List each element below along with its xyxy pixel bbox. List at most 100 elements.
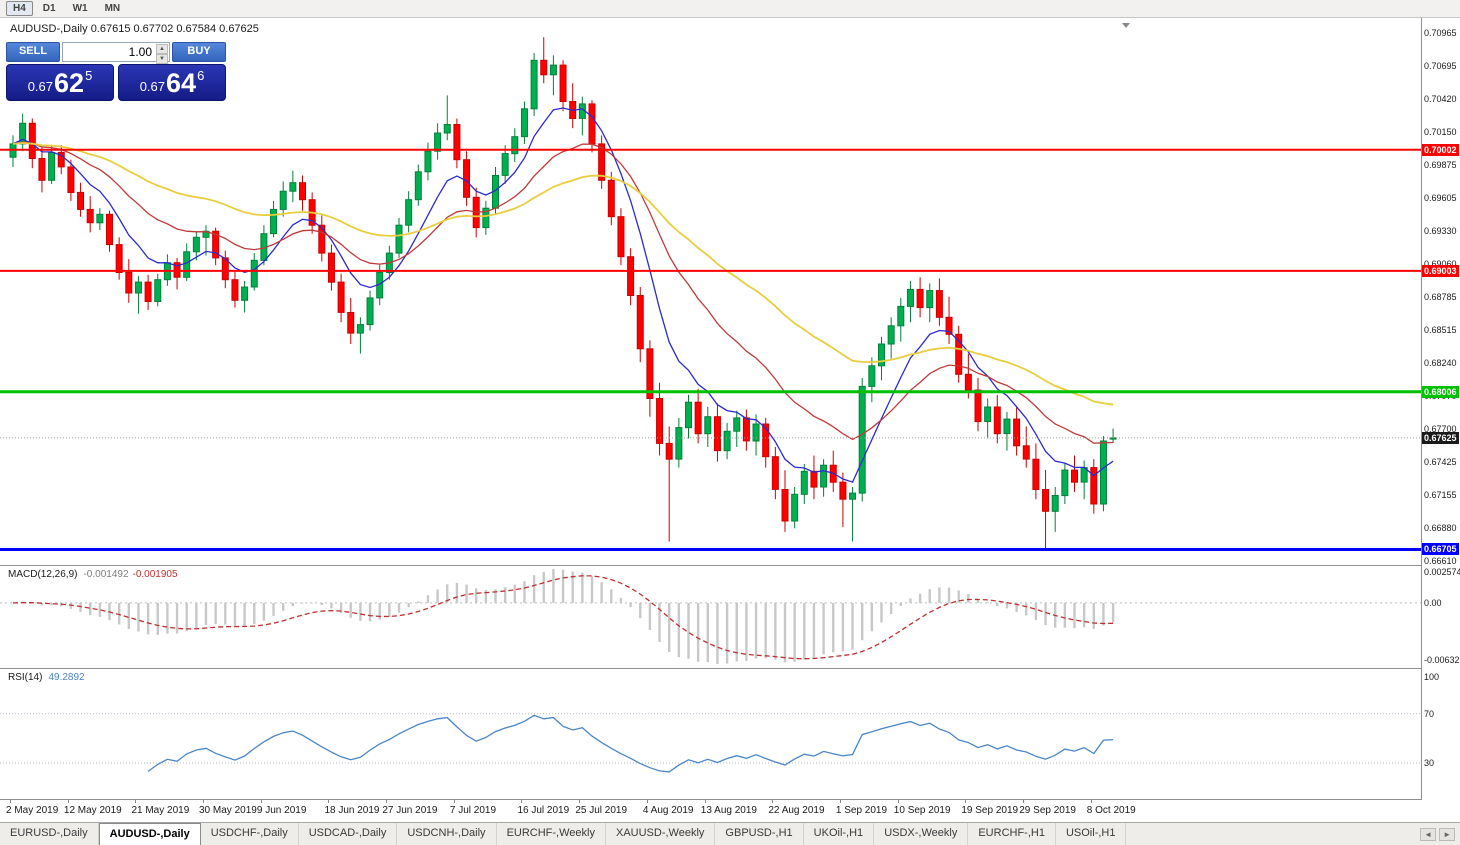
chart-tab-USDCHF-Daily[interactable]: USDCHF-,Daily <box>201 823 299 845</box>
price-axis[interactable]: 0.70965 0.70695 0.70420 0.70150 0.69875 0.696… <box>1422 18 1460 800</box>
macd-axis-max: 0.002574 <box>1424 567 1460 577</box>
rsi-line <box>147 714 1114 773</box>
time-axis-label: 30 May 2019 <box>199 805 257 816</box>
chart-window[interactable]: AUDUSD-,Daily 0.67615 0.67702 0.67584 0.… <box>0 18 1460 822</box>
sell-price-pip: 5 <box>85 68 93 83</box>
tabs-scroll-right-icon[interactable]: ► <box>1439 827 1455 841</box>
ma-8-line <box>12 107 1114 483</box>
volume-decrease-icon[interactable]: ▼ <box>156 54 168 64</box>
macd-axis-min: -0.006326 <box>1424 655 1460 665</box>
price-axis-label: 0.70695 <box>1424 60 1457 71</box>
chart-symbol-period: AUDUSD-,Daily <box>10 23 88 35</box>
chart-tab-USOil-H1[interactable]: USOil-,H1 <box>1056 823 1127 845</box>
tabs-scroll-left-icon[interactable]: ◄ <box>1420 827 1437 841</box>
price-axis-label: 0.66880 <box>1424 523 1457 534</box>
moving-average-lines <box>12 107 1114 483</box>
price-chart-canvas[interactable] <box>0 18 1422 801</box>
price-axis-label: 0.69060 <box>1424 259 1457 269</box>
time-axis-label: 2 May 2019 <box>6 805 59 816</box>
macd-main-value: -0.001492 <box>83 569 129 580</box>
chart-tab-bar: EURUSD-,Daily AUDUSD-,Daily USDCHF-,Daily U… <box>0 822 1460 845</box>
chart-tab-XAUUSD-Weekly[interactable]: XAUUSD-,Weekly <box>606 823 716 845</box>
buy-price-big: 64 <box>166 68 197 98</box>
price-axis-label: 0.67700 <box>1424 423 1457 434</box>
timeframe-toolbar: H4 D1 W1 MN <box>0 0 1460 18</box>
buy-price[interactable]: 0.67 64 6 <box>118 64 226 101</box>
time-axis-label: 13 Aug 2019 <box>700 805 757 816</box>
chart-tab-EURUSD-Daily[interactable]: EURUSD-,Daily <box>0 823 99 845</box>
price-axis-label: 0.66610 <box>1424 556 1457 566</box>
hline-price-tag: 0.68006 <box>1422 385 1459 398</box>
buy-price-pip: 6 <box>197 68 205 83</box>
time-axis-label: 1 Sep 2019 <box>835 805 888 816</box>
time-axis-label: 10 Sep 2019 <box>893 805 951 816</box>
horizontal-level-lines <box>0 148 1421 551</box>
sell-price-big: 62 <box>54 68 85 98</box>
sell-price[interactable]: 0.67 62 5 <box>6 64 114 101</box>
chart-tab-EURCHF-H1[interactable]: EURCHF-,H1 <box>968 823 1056 845</box>
time-axis[interactable]: 2 May 2019 12 May 2019 21 May 2019 30 May 2… <box>0 800 1422 822</box>
price-axis-label: 0.69605 <box>1424 192 1457 203</box>
time-axis-label: 16 Jul 2019 <box>517 805 570 816</box>
price-axis-label: 0.67155 <box>1424 489 1457 500</box>
time-axis-label: 7 Jul 2019 <box>449 805 497 816</box>
rsi-panel <box>0 713 1421 773</box>
time-axis-label: 8 Oct 2019 <box>1086 805 1136 816</box>
time-axis-label: 4 Aug 2019 <box>642 805 694 816</box>
volume-input[interactable] <box>63 45 169 59</box>
buy-button[interactable]: BUY <box>172 42 226 62</box>
rsi-axis-label-30: 30 <box>1424 757 1435 768</box>
buy-price-prefix: 0.67 <box>139 79 166 94</box>
macd-name: MACD(12,26,9) <box>8 569 78 580</box>
chart-tab-USDCAD-Daily[interactable]: USDCAD-,Daily <box>299 823 398 845</box>
timeframe-button-H4[interactable]: H4 <box>6 1 33 16</box>
chart-shift-marker-icon[interactable] <box>1122 23 1130 28</box>
volume-increase-icon[interactable]: ▲ <box>156 44 168 54</box>
price-axis-label: 0.68240 <box>1424 358 1457 369</box>
rsi-name: RSI(14) <box>8 672 43 683</box>
time-axis-label: 25 Jul 2019 <box>575 805 628 816</box>
sell-price-prefix: 0.67 <box>27 79 54 94</box>
price-axis-label: 0.70150 <box>1424 126 1457 137</box>
timeframe-button-MN[interactable]: MN <box>104 3 121 14</box>
time-axis-label: 29 Sep 2019 <box>1019 805 1076 816</box>
timeframe-button-D1[interactable]: D1 <box>42 3 56 14</box>
time-axis-label: 22 Aug 2019 <box>768 805 825 816</box>
price-axis-label: 0.70420 <box>1424 94 1457 105</box>
timeframe-button-W1[interactable]: W1 <box>72 3 88 14</box>
macd-panel <box>0 569 1421 664</box>
price-axis-label: 0.69330 <box>1424 226 1457 237</box>
rsi-value: 49.2892 <box>48 672 85 683</box>
candles <box>9 37 1117 549</box>
macd-axis-zero: 0.00 <box>1424 597 1442 608</box>
chart-tab-USDCNH-Daily[interactable]: USDCNH-,Daily <box>397 823 497 845</box>
time-axis-label: 18 Jun 2019 <box>324 805 380 816</box>
hline-price-tag: 0.66705 <box>1422 543 1459 556</box>
chart-ohlc-values: 0.67615 0.67702 0.67584 0.67625 <box>90 23 259 35</box>
time-axis-label: 21 May 2019 <box>131 805 190 816</box>
price-axis-label: 0.68785 <box>1424 292 1457 303</box>
price-axis-label: 0.67425 <box>1424 457 1457 468</box>
chart-tab-AUDUSD-Daily[interactable]: AUDUSD-,Daily <box>98 823 201 845</box>
chart-tab-UKOil-H1[interactable]: UKOil-,H1 <box>804 823 875 845</box>
tab-scroll-controls: ◄ ► <box>1415 823 1460 845</box>
time-axis-label: 27 Jun 2019 <box>382 805 438 816</box>
hline-price-tag: 0.69003 <box>1422 264 1459 277</box>
ma-20-line <box>12 141 1114 444</box>
macd-signal-value: -0.001905 <box>132 569 178 580</box>
current-price-tag: 0.67625 <box>1422 431 1459 444</box>
chart-tab-GBPUSD-H1[interactable]: GBPUSD-,H1 <box>715 823 804 845</box>
sell-button[interactable]: SELL <box>6 42 60 62</box>
chart-title: AUDUSD-,Daily 0.67615 0.67702 0.67584 0.… <box>10 23 259 35</box>
volume-field[interactable]: ▲▼ <box>62 42 170 64</box>
price-axis-label: 0.68515 <box>1424 325 1457 336</box>
hline-price-tag: 0.70002 <box>1422 143 1459 156</box>
rsi-axis-label-100: 100 <box>1424 672 1440 682</box>
chart-tab-EURCHF-Weekly[interactable]: EURCHF-,Weekly <box>497 823 606 845</box>
time-axis-label: 12 May 2019 <box>63 805 122 816</box>
macd-indicator-label: MACD(12,26,9) -0.001492 -0.001905 <box>8 569 178 580</box>
rsi-indicator-label: RSI(14) 49.2892 <box>8 672 85 683</box>
chart-tab-USDX-Weekly[interactable]: USDX-,Weekly <box>874 823 969 845</box>
